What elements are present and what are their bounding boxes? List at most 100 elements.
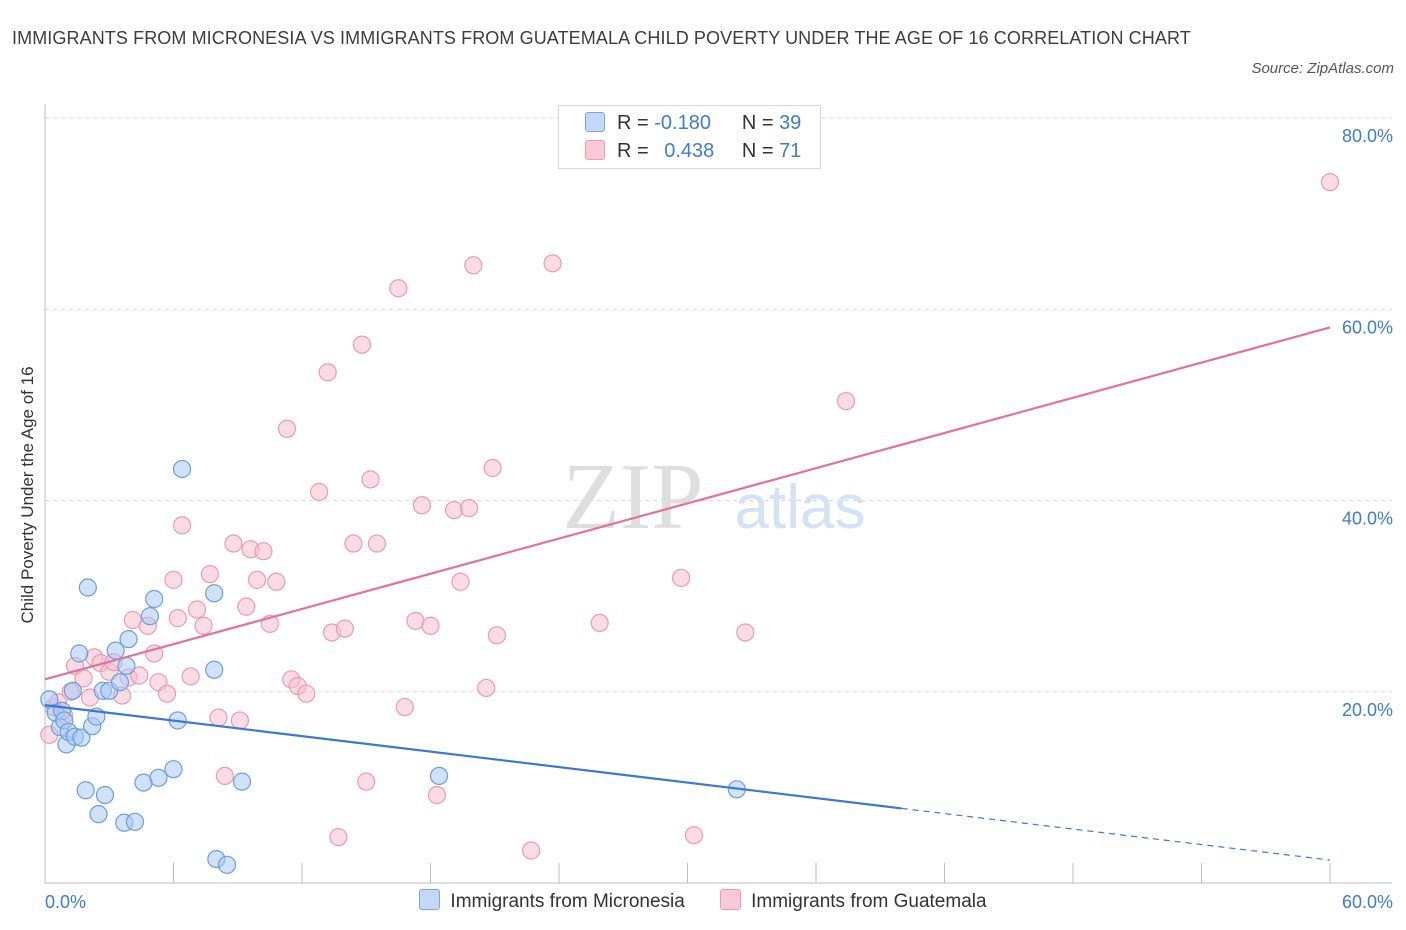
guatemala-point — [247, 570, 267, 589]
watermark-atlas: atlas — [735, 473, 866, 542]
guatemala-point — [406, 611, 425, 631]
y-axis-label: Child Poverty Under the Age of 16 — [18, 366, 37, 624]
guatemala-point — [522, 841, 541, 860]
legend-label-micronesia: Immigrants from Micronesia — [450, 891, 685, 912]
micronesia-point — [95, 785, 115, 805]
chart-title: IMMIGRANTS FROM MICRONESIA VS IMMIGRANTS… — [12, 28, 1191, 48]
guatemala-point — [310, 482, 329, 501]
guatemala-point — [181, 667, 200, 686]
guatemala-point — [444, 500, 464, 520]
y-tick-label: 80.0% — [1342, 126, 1393, 146]
guatemala-point — [168, 609, 187, 628]
guatemala-legend-swatch — [720, 889, 742, 910]
guatemala-point — [671, 568, 691, 588]
legend-item-guatemala[interactable]: Immigrants from Guatemala — [720, 889, 987, 913]
guatemala-point — [318, 363, 337, 382]
micronesia-point — [429, 766, 449, 786]
guatemala-point — [836, 391, 856, 411]
guatemala-point — [736, 623, 755, 642]
guatemala-point — [329, 827, 348, 847]
guatemala-point — [1320, 172, 1340, 192]
micronesia-point — [232, 772, 252, 791]
guatemala-point — [335, 619, 354, 638]
guatemala-point — [389, 279, 408, 298]
guatemala-point — [130, 666, 149, 685]
guatemala-point — [224, 534, 243, 553]
guatemala-point — [483, 458, 502, 478]
guatemala-point — [421, 616, 440, 635]
guatemala-point — [464, 256, 483, 275]
guatemala-point — [451, 572, 470, 591]
n-value-guatemala: 71 — [779, 140, 802, 162]
guatemala-point — [352, 335, 372, 354]
micronesia-point — [63, 681, 82, 700]
guatemala-point — [357, 772, 376, 791]
guatemala-point — [412, 496, 432, 515]
n-value-micronesia: 39 — [779, 112, 802, 134]
trend-lines — [44, 326, 1331, 861]
guatemala-point — [215, 766, 234, 786]
x-tick-label: 60.0% — [1342, 892, 1393, 912]
r-label: R = — [617, 112, 649, 134]
guatemala-point — [297, 684, 316, 703]
guatemala-point — [254, 542, 273, 561]
r-value-micronesia: -0.180 — [654, 112, 711, 134]
guatemala-trend-line — [44, 326, 1331, 681]
guatemala-point — [344, 534, 363, 553]
watermark: ZIP atlas — [563, 445, 866, 549]
legend-label-guatemala: Immigrants from Guatemala — [751, 891, 987, 912]
guatemala-point — [361, 470, 380, 489]
n-label: N = — [741, 112, 774, 134]
guatemala-point — [477, 678, 496, 698]
guatemala-point — [209, 708, 228, 727]
micronesia-point — [76, 781, 95, 800]
y-tick-label: 60.0% — [1342, 317, 1393, 337]
micronesia-point — [117, 656, 136, 676]
x-tick-label: 0.0% — [45, 892, 86, 912]
guatemala-point — [267, 572, 286, 591]
guatemala-point — [459, 499, 479, 518]
y-tick-label: 40.0% — [1342, 509, 1393, 529]
micronesia-point — [72, 728, 91, 747]
guatemala-point — [427, 785, 447, 805]
micronesia-point — [119, 630, 138, 649]
guatemala-point — [157, 684, 177, 703]
stats-legend: R = -0.180 N = 39 R = 0.438 N = 71 — [558, 105, 821, 169]
guatemala-point — [164, 570, 183, 589]
micronesia-point — [70, 644, 89, 663]
micronesia-point — [89, 805, 108, 824]
guatemala-point — [230, 711, 249, 730]
guatemala-point — [277, 419, 297, 438]
guatemala-point — [237, 597, 256, 616]
guatemala-point — [590, 613, 609, 633]
stats-row-micronesia: R = -0.180 N = 39 — [585, 112, 801, 138]
micronesia-point — [205, 584, 224, 603]
guatemala-swatch — [585, 140, 605, 160]
micronesia-point — [217, 855, 237, 874]
micronesia-point — [134, 773, 153, 792]
micronesia-point — [164, 760, 183, 779]
guatemala-point — [487, 626, 506, 645]
micronesia-point — [145, 589, 164, 609]
micronesia-point — [140, 607, 160, 626]
guatemala-point — [172, 516, 192, 535]
micronesia-point — [205, 660, 224, 679]
source-credit: Source: ZipAtlas.com — [1251, 60, 1394, 77]
stats-row-guatemala: R = 0.438 N = 71 — [585, 140, 801, 166]
guatemala-point — [543, 254, 562, 273]
axes — [44, 104, 1392, 884]
guatemala-point — [200, 565, 220, 584]
y-tick-label: 20.0% — [1342, 700, 1393, 720]
series-legend: Immigrants from Micronesia Immigrants fr… — [0, 889, 1406, 913]
r-label: R = — [617, 140, 649, 162]
guatemala-point — [684, 826, 704, 845]
n-label: N = — [741, 140, 774, 162]
micronesia-point — [149, 768, 168, 787]
r-value-guatemala: 0.438 — [664, 140, 715, 162]
micronesia-legend-swatch — [419, 889, 441, 910]
micronesia-points — [40, 459, 746, 874]
guatemala-point — [187, 600, 207, 619]
legend-item-micronesia[interactable]: Immigrants from Micronesia — [419, 889, 685, 913]
micronesia-point — [110, 673, 130, 692]
